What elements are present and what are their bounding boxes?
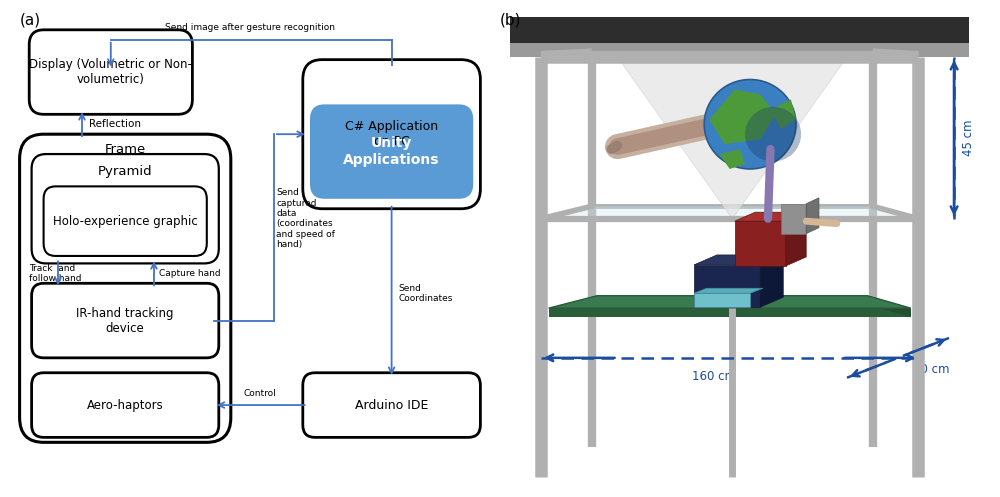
- FancyBboxPatch shape: [32, 154, 219, 263]
- Text: Arduino IDE: Arduino IDE: [355, 399, 428, 412]
- FancyBboxPatch shape: [32, 373, 219, 437]
- Text: Aero-haptors: Aero-haptors: [87, 399, 164, 412]
- Text: 90 cm: 90 cm: [913, 363, 950, 376]
- Text: Send
captured
data
(coordinates
and speed of
hand): Send captured data (coordinates and spee…: [276, 188, 335, 249]
- Polygon shape: [735, 212, 806, 221]
- Circle shape: [745, 107, 801, 162]
- Text: Frame: Frame: [105, 143, 146, 156]
- Text: 160 cm: 160 cm: [692, 370, 736, 383]
- Text: C# Application
on PC: C# Application on PC: [345, 120, 438, 148]
- Text: Holo-experience graphic: Holo-experience graphic: [53, 215, 198, 228]
- Polygon shape: [867, 296, 911, 317]
- Text: Track  and
follow hand: Track and follow hand: [29, 263, 82, 283]
- Polygon shape: [770, 99, 796, 129]
- Polygon shape: [694, 293, 750, 307]
- Polygon shape: [786, 212, 806, 266]
- FancyBboxPatch shape: [32, 283, 219, 358]
- Text: Display (Volumetric or Non-
volumetric): Display (Volumetric or Non- volumetric): [29, 58, 192, 86]
- Text: Send image after gesture recognition: Send image after gesture recognition: [165, 23, 335, 32]
- Polygon shape: [709, 89, 776, 144]
- FancyBboxPatch shape: [303, 373, 480, 437]
- Polygon shape: [806, 198, 819, 234]
- Polygon shape: [618, 57, 847, 219]
- Text: Send
Coordinates: Send Coordinates: [399, 283, 453, 303]
- Text: (b): (b): [500, 12, 522, 27]
- Polygon shape: [760, 255, 783, 307]
- Circle shape: [704, 80, 796, 169]
- Polygon shape: [694, 288, 763, 293]
- Text: Unity
Applications: Unity Applications: [343, 137, 440, 166]
- Polygon shape: [549, 296, 911, 308]
- Text: Pyramid: Pyramid: [98, 165, 153, 178]
- Text: 45 cm: 45 cm: [962, 120, 975, 156]
- FancyBboxPatch shape: [310, 104, 473, 199]
- Text: Control: Control: [243, 389, 276, 398]
- Polygon shape: [735, 221, 786, 266]
- FancyBboxPatch shape: [29, 30, 192, 114]
- Text: Capture hand: Capture hand: [159, 269, 220, 278]
- Polygon shape: [694, 255, 783, 265]
- Polygon shape: [694, 265, 760, 307]
- Polygon shape: [781, 204, 806, 234]
- Bar: [510, 43, 969, 57]
- FancyBboxPatch shape: [303, 60, 480, 209]
- Text: (a): (a): [20, 12, 41, 27]
- FancyBboxPatch shape: [44, 186, 207, 256]
- Text: IR-hand tracking
device: IR-hand tracking device: [76, 307, 174, 334]
- Polygon shape: [545, 206, 915, 219]
- Polygon shape: [549, 308, 911, 317]
- Bar: [510, 17, 969, 45]
- Polygon shape: [720, 149, 745, 169]
- Text: Reflection: Reflection: [89, 119, 141, 129]
- FancyBboxPatch shape: [20, 134, 231, 442]
